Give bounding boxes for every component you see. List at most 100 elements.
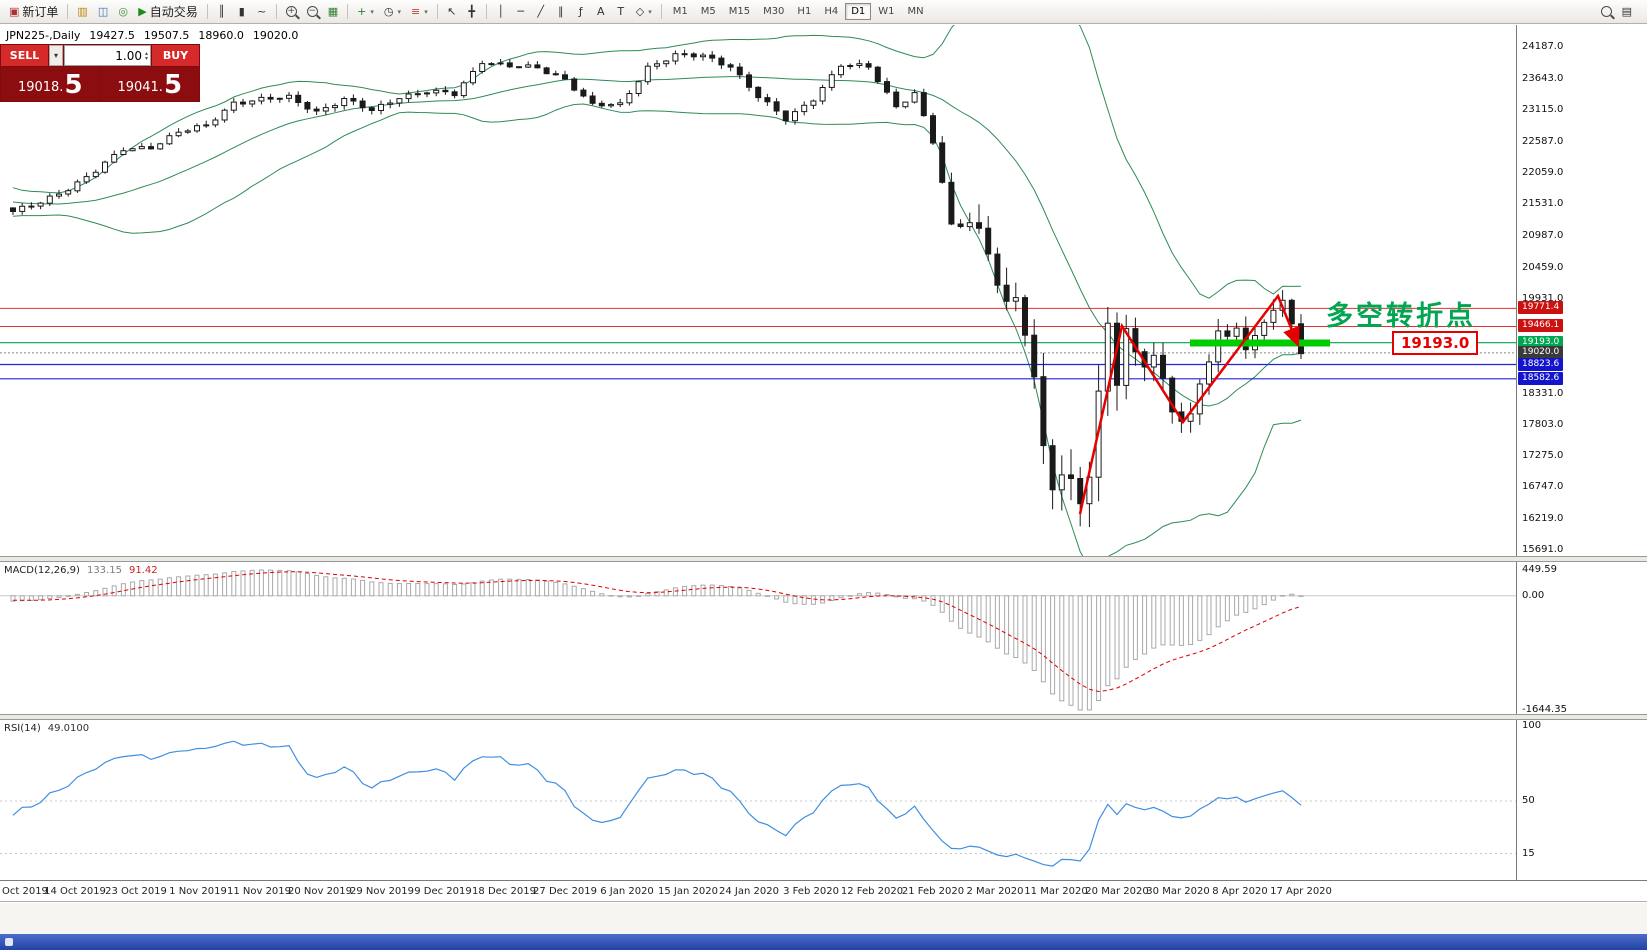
time-axis-label: 23 Oct 2019 xyxy=(105,886,167,897)
period-selector-icon[interactable]: ◷ ▾ xyxy=(380,2,405,22)
price-chart[interactable] xyxy=(0,25,1516,556)
horizontal-line-icon: ─ xyxy=(517,5,525,18)
candlestick-chart-icon: ▮ xyxy=(238,5,245,18)
arrow-label-icon: T xyxy=(617,5,625,18)
navigator-icon: ◎ xyxy=(118,5,129,18)
timeframe-button-m5[interactable]: M5 xyxy=(695,3,722,20)
low-value: 18960.0 xyxy=(198,29,244,42)
dropdown-arrow-icon: ▾ xyxy=(648,7,652,16)
new-order-icon: ▣ xyxy=(9,5,20,18)
candlestick-chart-icon[interactable]: ▮ xyxy=(233,2,251,22)
price-tag: 19466.1 xyxy=(1518,319,1564,333)
macd-panel[interactable] xyxy=(0,562,1516,714)
timeframe-button-m30[interactable]: M30 xyxy=(757,3,790,20)
toolbar-left-icons: ▥ ◫ ◎ xyxy=(73,2,132,22)
price-axis-label: 23115.0 xyxy=(1522,104,1564,116)
dropdown-arrow-icon: ▾ xyxy=(424,7,428,16)
time-axis[interactable]: Oct 2019 14 Oct 2019 23 Oct 2019 1 Nov 2019… xyxy=(0,880,1647,902)
timeframe-button-w1[interactable]: W1 xyxy=(872,3,900,20)
timeframe-button-h4[interactable]: H4 xyxy=(818,3,844,20)
rsi-panel[interactable] xyxy=(0,720,1516,880)
order-type-dropdown[interactable]: ▾ xyxy=(49,45,63,66)
new-order-label: 新订单 xyxy=(22,5,59,19)
period-selector-icon: ◷ xyxy=(383,5,394,18)
time-axis-label: 30 Mar 2020 xyxy=(1146,886,1210,897)
search-icon[interactable] xyxy=(1597,2,1616,22)
cursor-icon[interactable]: ↖ xyxy=(443,2,461,22)
line-chart-icon[interactable]: ~ xyxy=(253,2,271,22)
market-watch-icon[interactable]: ▥ xyxy=(73,2,91,22)
zoom-out-icon[interactable]: − xyxy=(303,2,322,22)
timeframe-button-m1[interactable]: M1 xyxy=(667,3,694,20)
timeframe-button-mn[interactable]: MN xyxy=(902,3,930,20)
zoom-in-icon[interactable]: + xyxy=(282,2,301,22)
high-value: 19507.5 xyxy=(143,29,190,42)
volume-stepper[interactable]: ▴ ▾ xyxy=(144,49,148,62)
price-axis[interactable]: 24187.0 23643.0 23115.0 22587.0 22059.0 21531… xyxy=(1516,25,1647,880)
horizontal-line-icon[interactable]: ─ xyxy=(512,2,530,22)
equidistant-channel-icon[interactable]: ∥ xyxy=(552,2,570,22)
trade-panel-controls: SELL ▾ 1.00 ▴ ▾ BUY xyxy=(1,45,199,66)
timeframe-button-h1[interactable]: H1 xyxy=(791,3,817,20)
volume-value: 1.00 xyxy=(115,48,142,63)
new-chart-icon[interactable]: + ▾ xyxy=(353,2,378,22)
objects-list-icon[interactable]: ▤ xyxy=(1618,2,1636,22)
rsi-value: 49.0100 xyxy=(47,723,90,734)
sell-price-main: 19018. xyxy=(17,80,64,95)
sell-price[interactable]: 19018. 5 xyxy=(1,67,100,101)
indicator-axis-label: 0.00 xyxy=(1522,590,1545,601)
tile-windows-icon[interactable]: ▦ xyxy=(324,2,342,22)
time-axis-label: 27 Dec 2019 xyxy=(533,886,597,897)
time-axis-label: 18 Dec 2019 xyxy=(472,886,536,897)
text-icon[interactable]: A xyxy=(592,2,610,22)
auto-trading-button[interactable]: ▶ 自动交易 xyxy=(134,2,201,22)
price-tag: 18823.6 xyxy=(1518,357,1564,371)
stepper-up-icon[interactable]: ▴ xyxy=(144,49,148,57)
chart-tool-icons: ║ ▮ ~ + − ▦ + ▾ ◷ ▾ ≡ ▾ ↖ ╋ │ ─ ╱ ∥ ƒ A T ◇ ▾ xyxy=(213,2,656,22)
buy-price[interactable]: 19041. 5 xyxy=(100,67,199,101)
status-bar xyxy=(0,934,1647,950)
data-window-icon[interactable]: ◫ xyxy=(94,2,112,22)
price-axis-label: 20987.0 xyxy=(1522,230,1564,242)
price-axis-label: 16747.0 xyxy=(1522,481,1564,493)
buy-price-main: 19041. xyxy=(117,80,163,95)
navigator-icon[interactable]: ◎ xyxy=(114,2,132,22)
bar-chart-icon: ║ xyxy=(218,5,226,18)
trendline-icon: ╱ xyxy=(537,5,545,18)
bar-chart-icon[interactable]: ║ xyxy=(213,2,231,22)
indicators-icon[interactable]: ≡ ▾ xyxy=(407,2,432,22)
timeframe-button-d1[interactable]: D1 xyxy=(845,3,872,20)
sell-button[interactable]: SELL xyxy=(1,45,48,66)
volume-input[interactable]: 1.00 ▴ ▾ xyxy=(64,45,151,66)
auto-trading-label: 自动交易 xyxy=(149,5,198,19)
time-axis-label: 9 Dec 2019 xyxy=(414,886,472,897)
price-axis-label: 17275.0 xyxy=(1522,450,1564,462)
crosshair-icon[interactable]: ╋ xyxy=(463,2,481,22)
arrow-label-icon[interactable]: T xyxy=(612,2,630,22)
new-order-button[interactable]: ▣ 新订单 xyxy=(5,2,62,22)
indicator-axis-label: 100 xyxy=(1522,720,1542,731)
one-click-trading-panel: SELL ▾ 1.00 ▴ ▾ BUY 19018. 5 19041. 5 xyxy=(0,44,200,102)
rsi-splitter[interactable] xyxy=(0,714,1647,720)
time-axis-label: 8 Apr 2020 xyxy=(1212,886,1268,897)
rsi-header: RSI(14) 49.0100 xyxy=(4,723,89,734)
vertical-line-icon[interactable]: │ xyxy=(492,2,510,22)
macd-main-value: 133.15 xyxy=(86,565,122,576)
macd-header: MACD(12,26,9) 133.15 91.42 xyxy=(4,565,158,576)
stepper-down-icon[interactable]: ▾ xyxy=(144,54,148,62)
fibonacci-icon[interactable]: ƒ xyxy=(572,2,590,22)
new-chart-icon: + xyxy=(357,5,367,18)
shapes-icon[interactable]: ◇ ▾ xyxy=(632,2,656,22)
price-axis-label: 23643.0 xyxy=(1522,73,1564,85)
trendline-icon[interactable]: ╱ xyxy=(532,2,550,22)
indicator-axis-label: 15 xyxy=(1522,848,1535,859)
buy-button[interactable]: BUY xyxy=(152,45,199,66)
price-axis-label: 22059.0 xyxy=(1522,166,1564,178)
macd-splitter[interactable] xyxy=(0,556,1647,562)
indicator-axis-label: 449.59 xyxy=(1522,564,1557,575)
time-axis-label: 12 Feb 2020 xyxy=(840,886,904,897)
timeframe-button-m15[interactable]: M15 xyxy=(723,3,756,20)
tile-windows-icon: ▦ xyxy=(327,5,339,18)
sell-price-big-digit: 5 xyxy=(64,70,83,100)
